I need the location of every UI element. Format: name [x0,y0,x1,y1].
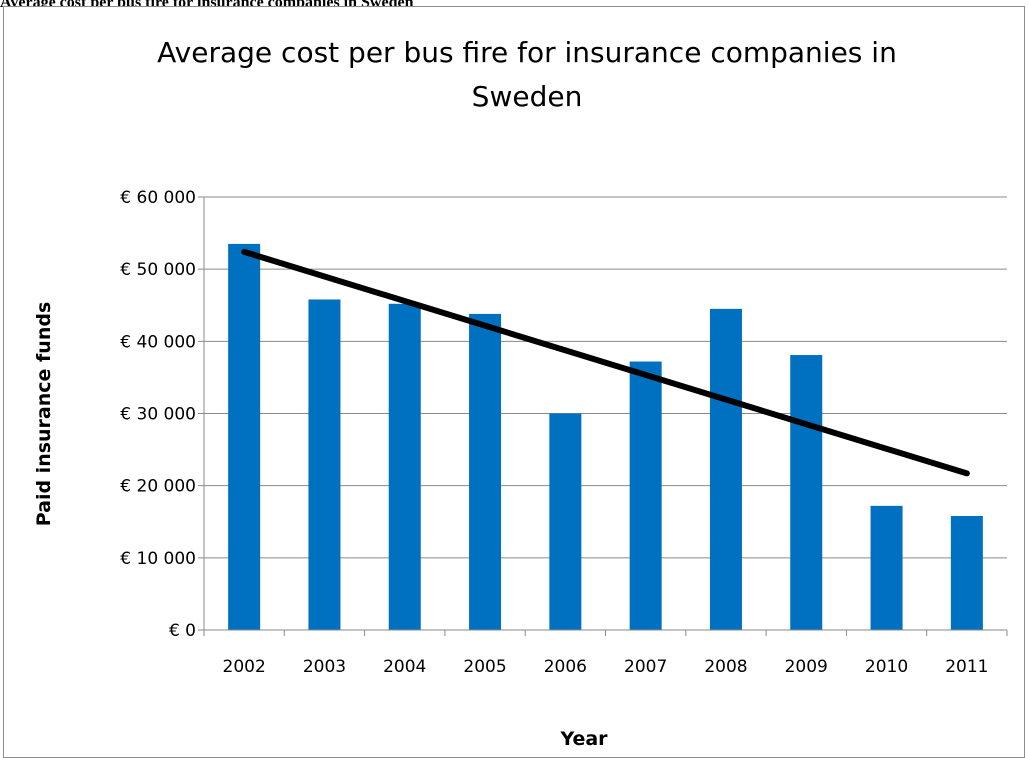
x-tick-label: 2010 [865,657,908,677]
chart-title-line-1: Average cost per bus fire for insurance … [157,36,897,69]
chart-title-line-2: Sweden [472,80,583,113]
x-tick-label: 2008 [704,657,747,677]
y-tick-label: € 30 000 [120,405,196,425]
trendline [241,248,970,477]
document-caption: Average cost per bus fire for insurance … [0,0,1029,13]
x-tick-label: 2011 [945,657,988,677]
bar-2007 [629,361,662,630]
y-tick-label: € 40 000 [120,332,196,352]
bar-2008 [709,308,742,630]
y-tick-label: € 50 000 [120,260,196,280]
bar-2009 [790,355,823,630]
bar-2002 [228,243,261,631]
x-tick-label: 2003 [303,657,346,677]
bar-2005 [469,313,502,630]
y-axis-label: Paid insurance funds [33,302,55,527]
x-tick-label: 2004 [383,657,426,677]
y-tick-label: € 10 000 [120,549,196,569]
x-tick-label: 2009 [785,657,828,677]
trendline-layer [241,248,970,477]
y-tick-label: € 20 000 [120,477,196,497]
bar-2004 [388,303,421,630]
chart-frame [3,6,1025,758]
y-tick-label: € 60 000 [120,188,196,208]
x-tick-labels: 2002 2003 2004 2005 2006 2007 2008 2009 2010 2011 [223,657,989,677]
bar-2003 [308,299,341,630]
x-tick-label: 2005 [463,657,506,677]
bars [228,243,983,631]
bar-2010 [870,505,903,630]
x-tick-label: 2007 [624,657,667,677]
axes [198,196,1008,636]
x-tick-label: 2006 [544,657,587,677]
x-axis-label: Year [559,728,608,750]
bar-2011 [950,515,983,630]
y-tick-label: € 0 [169,621,196,641]
bar-2006 [549,413,582,630]
x-tick-label: 2002 [223,657,266,677]
y-tick-labels: € 0 € 10 000 € 20 000 € 30 000 € 40 000 € 50 … [120,188,196,641]
